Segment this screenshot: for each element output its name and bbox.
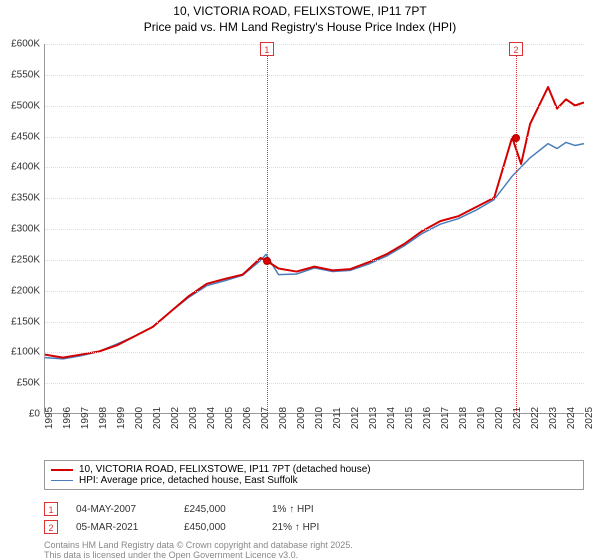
gridline [45, 75, 584, 76]
gridline [45, 260, 584, 261]
marker-price-2: £450,000 [184, 522, 254, 533]
y-tick-label: £600K [11, 39, 40, 50]
x-tick-label: 2021 [512, 407, 523, 429]
x-tick-label: 2020 [494, 407, 505, 429]
x-tick-label: 2013 [368, 407, 379, 429]
marker-pct-1: 1% ↑ HPI [272, 504, 352, 515]
legend-swatch-hpi [51, 480, 73, 481]
y-tick-label: £200K [11, 285, 40, 296]
marker-badge-1: 1 [44, 502, 58, 516]
marker-box-1: 1 [260, 42, 274, 56]
x-tick-label: 2019 [476, 407, 487, 429]
x-tick-label: 2015 [404, 407, 415, 429]
gridline [45, 322, 584, 323]
x-tick-label: 1996 [62, 407, 73, 429]
x-tick-label: 1999 [116, 407, 127, 429]
marker-dot-1 [263, 257, 271, 265]
chart-plot-area: 12 [44, 44, 584, 414]
x-tick-label: 2008 [278, 407, 289, 429]
marker-dot-2 [512, 134, 520, 142]
marker-price-1: £245,000 [184, 504, 254, 515]
title-line-2: Price paid vs. HM Land Registry's House … [0, 20, 600, 36]
series-line-hpi-index [45, 142, 584, 358]
y-tick-label: £500K [11, 100, 40, 111]
gridline [45, 352, 584, 353]
x-tick-label: 2011 [332, 407, 343, 429]
marker-date-2: 05-MAR-2021 [76, 522, 166, 533]
y-tick-label: £550K [11, 69, 40, 80]
y-tick-label: £250K [11, 254, 40, 265]
x-tick-label: 2005 [224, 407, 235, 429]
marker-box-2: 2 [509, 42, 523, 56]
y-tick-label: £50K [17, 378, 40, 389]
x-tick-label: 2023 [548, 407, 559, 429]
y-tick-label: £450K [11, 131, 40, 142]
marker-line-2 [516, 44, 517, 413]
x-tick-label: 2010 [314, 407, 325, 429]
marker-badge-2: 2 [44, 520, 58, 534]
x-tick-label: 2004 [206, 407, 217, 429]
legend-label-property: 10, VICTORIA ROAD, FELIXSTOWE, IP11 7PT … [79, 464, 371, 475]
gridline [45, 198, 584, 199]
marker-line-1 [267, 44, 268, 413]
gridline [45, 383, 584, 384]
x-tick-label: 2000 [134, 407, 145, 429]
x-tick-label: 2001 [152, 407, 163, 429]
x-tick-label: 2025 [584, 407, 595, 429]
table-row: 2 05-MAR-2021 £450,000 21% ↑ HPI [44, 518, 584, 536]
series-line-property-price [45, 87, 584, 358]
x-tick-label: 2006 [242, 407, 253, 429]
table-row: 1 04-MAY-2007 £245,000 1% ↑ HPI [44, 500, 584, 518]
y-tick-label: £100K [11, 347, 40, 358]
x-tick-label: 2024 [566, 407, 577, 429]
x-tick-label: 2012 [350, 407, 361, 429]
x-tick-label: 2017 [440, 407, 451, 429]
gridline [45, 137, 584, 138]
legend-row-hpi: HPI: Average price, detached house, East… [51, 475, 577, 486]
marker-date-1: 04-MAY-2007 [76, 504, 166, 515]
gridline [45, 229, 584, 230]
y-tick-label: £350K [11, 193, 40, 204]
x-tick-label: 2014 [386, 407, 397, 429]
legend-box: 10, VICTORIA ROAD, FELIXSTOWE, IP11 7PT … [44, 460, 584, 490]
y-tick-label: £0 [29, 409, 40, 420]
x-tick-label: 2022 [530, 407, 541, 429]
marker-table: 1 04-MAY-2007 £245,000 1% ↑ HPI 2 05-MAR… [44, 500, 584, 536]
chart-title-block: 10, VICTORIA ROAD, FELIXSTOWE, IP11 7PT … [0, 0, 600, 35]
x-tick-label: 2003 [188, 407, 199, 429]
x-tick-label: 2009 [296, 407, 307, 429]
marker-pct-2: 21% ↑ HPI [272, 522, 352, 533]
gridline [45, 44, 584, 45]
legend-swatch-property [51, 469, 73, 471]
legend-label-hpi: HPI: Average price, detached house, East… [79, 475, 298, 486]
gridline [45, 291, 584, 292]
x-tick-label: 2016 [422, 407, 433, 429]
y-axis: £0£50K£100K£150K£200K£250K£300K£350K£400… [0, 44, 44, 414]
gridline [45, 167, 584, 168]
y-tick-label: £400K [11, 162, 40, 173]
y-tick-label: £300K [11, 224, 40, 235]
attribution-text: Contains HM Land Registry data © Crown c… [44, 540, 353, 560]
x-tick-label: 2018 [458, 407, 469, 429]
legend-row-property: 10, VICTORIA ROAD, FELIXSTOWE, IP11 7PT … [51, 464, 577, 475]
x-tick-label: 1995 [44, 407, 55, 429]
y-tick-label: £150K [11, 316, 40, 327]
x-tick-label: 1998 [98, 407, 109, 429]
x-tick-label: 2007 [260, 407, 271, 429]
x-axis: 1995199619971998199920002001200220032004… [44, 414, 584, 464]
gridline [45, 106, 584, 107]
x-tick-label: 1997 [80, 407, 91, 429]
title-line-1: 10, VICTORIA ROAD, FELIXSTOWE, IP11 7PT [0, 4, 600, 20]
x-tick-label: 2002 [170, 407, 181, 429]
